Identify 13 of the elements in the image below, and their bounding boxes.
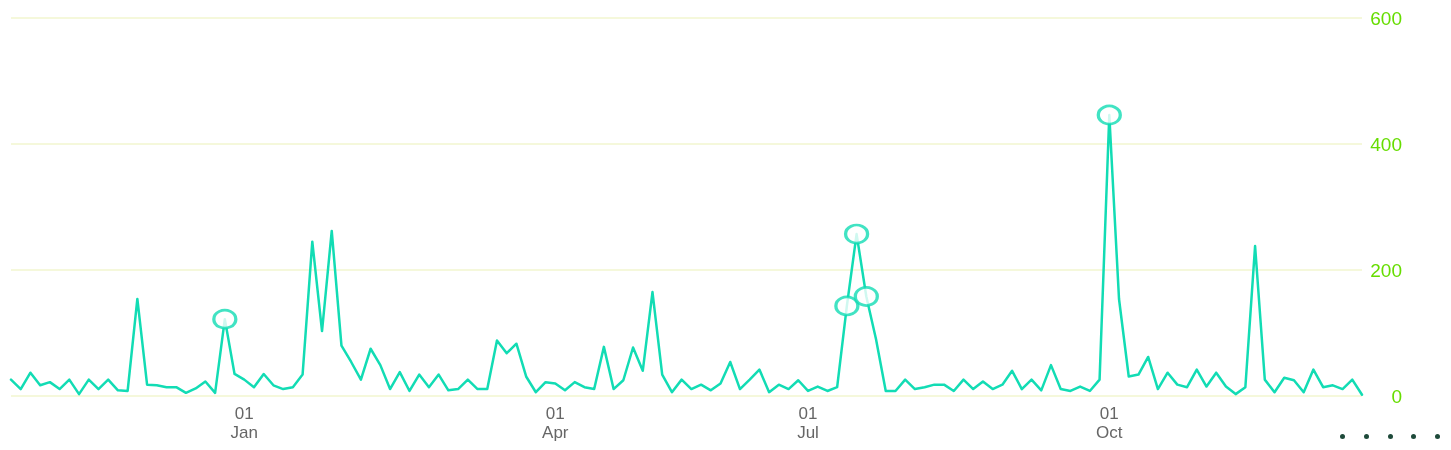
y-tick-label: 400 bbox=[1370, 133, 1402, 155]
point bbox=[853, 285, 879, 307]
point bbox=[834, 295, 860, 317]
point bbox=[1096, 104, 1122, 126]
point bbox=[212, 308, 238, 330]
y-tick-label: 600 bbox=[1370, 7, 1402, 29]
x-tick-label: 01 Jan bbox=[230, 404, 258, 442]
x-tick-label: 01 Oct bbox=[1096, 404, 1123, 442]
y-tick-label: 0 bbox=[1391, 385, 1402, 407]
point bbox=[844, 223, 870, 245]
x-tick-label: 01 Jul bbox=[797, 404, 819, 442]
y-tick-label: 200 bbox=[1370, 259, 1402, 281]
x-tick-label: 01 Apr bbox=[542, 404, 569, 442]
